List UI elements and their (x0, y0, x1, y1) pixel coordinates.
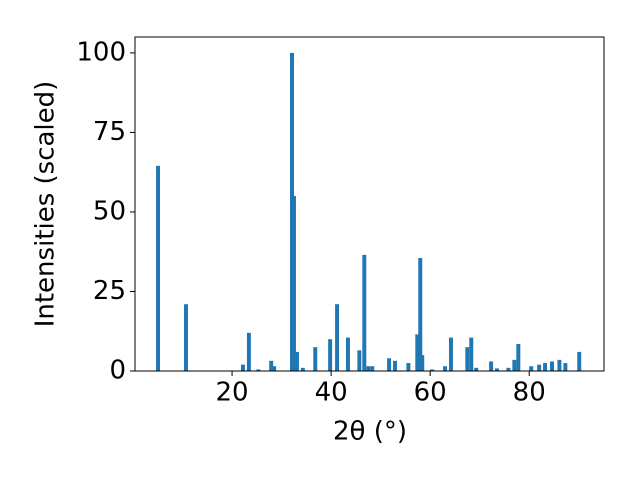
bar (448, 337, 453, 371)
bar (406, 363, 411, 371)
bar (335, 304, 340, 371)
bar (300, 367, 305, 371)
bar (345, 337, 350, 371)
bar (543, 363, 548, 371)
bar (269, 360, 274, 371)
bar (256, 369, 261, 371)
bar (443, 366, 448, 371)
bar (272, 366, 277, 371)
y-tick-label: 25 (93, 276, 126, 306)
bar (184, 304, 188, 371)
bar (156, 165, 161, 371)
y-axis-label: Intensities (scaled) (31, 81, 61, 328)
bar (516, 343, 521, 371)
y-tick-label: 50 (93, 196, 126, 226)
y-tick-label: 0 (109, 356, 126, 386)
plot-frame (134, 36, 605, 372)
x-tick-label: 60 (414, 378, 447, 408)
bar (469, 337, 474, 371)
bar (313, 347, 318, 371)
bar (240, 364, 245, 371)
bar (357, 350, 362, 371)
bar (415, 334, 420, 371)
bar (557, 359, 562, 371)
bar (387, 358, 392, 371)
bar (420, 355, 425, 371)
bar (506, 367, 511, 371)
bar (418, 258, 423, 371)
bar (563, 363, 568, 371)
bar (537, 364, 542, 371)
x-tick-label: 80 (513, 378, 546, 408)
y-tick-label: 100 (76, 37, 126, 67)
bar (550, 361, 554, 371)
bar (294, 351, 299, 371)
bar (362, 254, 367, 371)
bar (489, 361, 494, 371)
bar (465, 347, 470, 371)
bar (366, 366, 371, 371)
bar (246, 332, 251, 371)
bar (474, 367, 479, 371)
y-tick-label: 75 (93, 117, 126, 147)
bar (393, 360, 397, 371)
bar (430, 369, 435, 371)
bar (495, 368, 500, 371)
bar (529, 366, 534, 371)
bar (291, 196, 296, 371)
x-tick-label: 40 (315, 378, 348, 408)
x-axis-label: 2θ (°) (333, 417, 407, 447)
bar (577, 351, 582, 371)
bar (370, 366, 375, 371)
bar (512, 359, 517, 371)
bar (328, 339, 333, 371)
x-tick-label: 20 (216, 378, 249, 408)
